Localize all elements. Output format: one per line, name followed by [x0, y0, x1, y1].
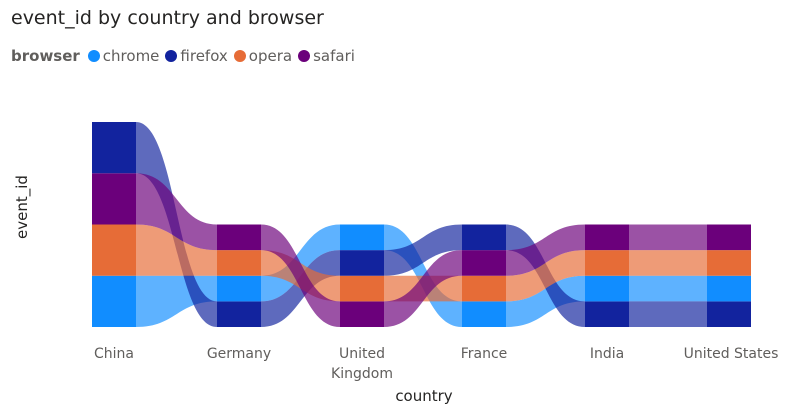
ribbon-safari-2[interactable]	[384, 250, 462, 327]
chart-title: event_id by country and browser	[11, 7, 324, 29]
ribbon-firefox-2[interactable]	[384, 224, 462, 276]
ribbons-layer	[136, 122, 707, 327]
ribbon-opera-3[interactable]	[506, 250, 585, 302]
bar-chrome-2[interactable]	[340, 224, 384, 251]
legend: browser chrome firefox opera safari	[11, 47, 361, 65]
x-tick-label-3-0: France	[461, 346, 508, 362]
bar-opera-0[interactable]	[92, 224, 136, 276]
legend-label-chrome: chrome	[102, 47, 160, 65]
ribbon-safari-3[interactable]	[506, 224, 585, 276]
legend-item-safari[interactable]: safari	[298, 47, 355, 65]
bar-chrome-0[interactable]	[92, 275, 136, 327]
legend-title: browser	[11, 47, 80, 65]
legend-dot-firefox	[165, 50, 178, 62]
bar-safari-0[interactable]	[92, 173, 136, 225]
x-tick-label-1-0: Germany	[207, 346, 271, 362]
bar-chrome-3[interactable]	[462, 301, 506, 327]
x-tick-label-5-0: United States	[684, 346, 779, 362]
bar-chrome-5[interactable]	[707, 275, 751, 302]
bar-opera-3[interactable]	[462, 275, 506, 302]
x-axis-title: country	[395, 387, 452, 405]
bar-opera-4[interactable]	[585, 250, 629, 276]
x-tick-label-4-0: India	[590, 346, 624, 362]
ribbon-firefox-4[interactable]	[629, 301, 707, 327]
ribbon-chrome-4[interactable]	[629, 275, 707, 302]
y-axis-title: event_id	[13, 175, 32, 239]
ribbon-safari-0[interactable]	[136, 173, 217, 251]
bar-firefox-5[interactable]	[707, 301, 751, 327]
legend-dot-chrome	[87, 50, 100, 62]
ribbon-opera-4[interactable]	[629, 250, 707, 276]
bar-opera-5[interactable]	[707, 250, 751, 276]
legend-label-safari: safari	[313, 47, 355, 65]
legend-label-opera: opera	[248, 47, 293, 65]
x-tick-label-2-1: Kingdom	[331, 366, 393, 382]
x-tick-label-0-0: China	[94, 346, 134, 362]
bar-firefox-3[interactable]	[462, 224, 506, 251]
ribbon-safari-1[interactable]	[261, 224, 340, 328]
bar-firefox-1[interactable]	[217, 301, 261, 327]
bar-opera-1[interactable]	[217, 250, 261, 276]
ribbon-chrome-3[interactable]	[506, 275, 585, 327]
legend-dot-opera	[233, 50, 246, 62]
legend-label-firefox: firefox	[180, 47, 228, 65]
bar-safari-4[interactable]	[585, 224, 629, 251]
bar-safari-2[interactable]	[340, 301, 384, 327]
ribbon-safari-4[interactable]	[629, 224, 707, 251]
bar-firefox-2[interactable]	[340, 250, 384, 276]
bar-opera-2[interactable]	[340, 275, 384, 302]
ribbon-opera-0[interactable]	[136, 224, 217, 276]
bar-safari-3[interactable]	[462, 250, 506, 276]
x-axis-labels: China Germany United Kingdom France India Unit…	[94, 346, 778, 382]
legend-item-firefox[interactable]: firefox	[165, 47, 228, 65]
bar-safari-1[interactable]	[217, 224, 261, 251]
legend-item-chrome[interactable]: chrome	[87, 47, 160, 65]
bar-chrome-1[interactable]	[217, 275, 261, 302]
bar-chrome-4[interactable]	[585, 275, 629, 302]
bar-firefox-0[interactable]	[92, 122, 136, 174]
x-tick-label-2-0: United	[339, 346, 385, 362]
legend-item-opera[interactable]: opera	[233, 47, 293, 65]
bar-firefox-4[interactable]	[585, 301, 629, 327]
bars-layer	[92, 122, 751, 327]
bar-safari-5[interactable]	[707, 224, 751, 251]
legend-dot-safari	[298, 50, 311, 62]
